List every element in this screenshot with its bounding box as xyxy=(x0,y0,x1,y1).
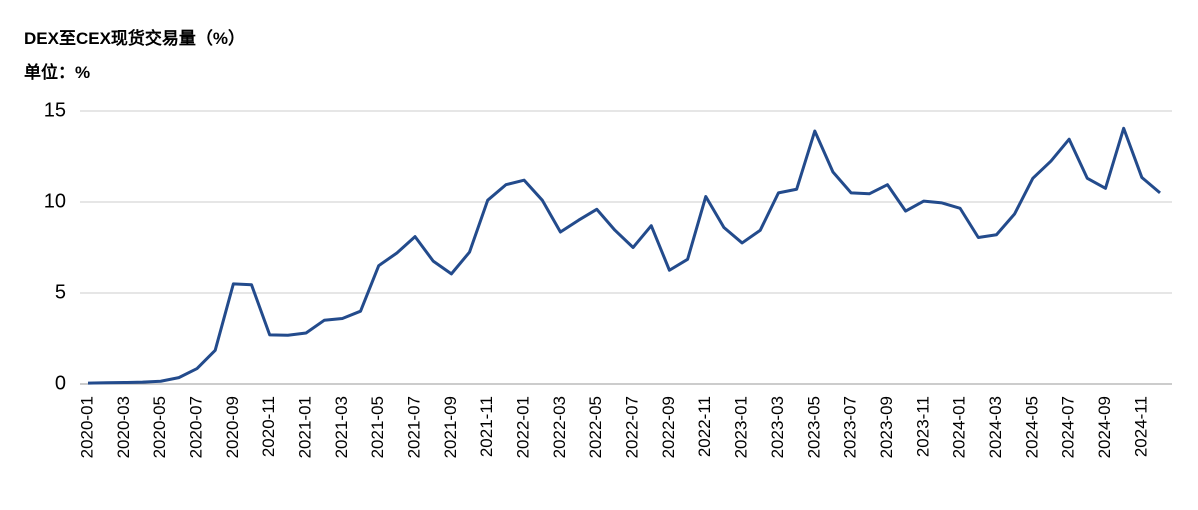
x-tick-label: 2023-05 xyxy=(804,396,823,458)
x-tick-label: 2020-01 xyxy=(77,396,96,458)
chart-title: DEX至CEX现货交易量（%） xyxy=(24,28,245,48)
x-tick-label: 2022-11 xyxy=(695,396,714,457)
line-series xyxy=(87,126,1161,385)
y-tick-label: 5 xyxy=(55,281,66,303)
x-tick-label: 2024-09 xyxy=(1095,396,1114,458)
x-tick-label: 2023-07 xyxy=(841,396,860,458)
x-tick-label: 2024-03 xyxy=(986,396,1005,458)
x-tick-label: 2022-03 xyxy=(550,396,569,458)
x-tick-label: 2024-01 xyxy=(950,396,969,458)
x-tick-label: 2021-11 xyxy=(477,396,496,457)
x-tick-label: 2024-07 xyxy=(1059,396,1078,458)
x-tick-label: 2021-03 xyxy=(332,396,351,458)
x-tick-label: 2020-07 xyxy=(187,396,206,458)
y-tick-label: 0 xyxy=(55,372,66,394)
x-tick-label: 2024-11 xyxy=(1131,396,1150,457)
x-tick-label: 2020-09 xyxy=(223,396,242,458)
x-tick-label: 2021-01 xyxy=(296,396,315,458)
x-tick-label: 2021-09 xyxy=(441,396,460,458)
x-tick-label: 2023-01 xyxy=(732,396,751,458)
x-tick-label: 2022-01 xyxy=(514,396,533,458)
x-tick-label: 2023-03 xyxy=(768,396,787,458)
x-tick-label: 2021-05 xyxy=(368,396,387,458)
x-tick-label: 2020-11 xyxy=(259,396,278,457)
x-tick-label: 2022-05 xyxy=(586,396,605,458)
x-tick-label: 2022-07 xyxy=(623,396,642,458)
x-tick-label: 2020-03 xyxy=(114,396,133,458)
x-tick-label: 2023-11 xyxy=(913,396,932,457)
chart-subtitle: 单位：% xyxy=(24,62,90,82)
y-tick-label: 15 xyxy=(44,99,66,121)
x-tick-label: 2021-07 xyxy=(405,396,424,458)
x-tick-label: 2022-09 xyxy=(659,396,678,458)
x-tick-label: 2024-05 xyxy=(1022,396,1041,458)
y-tick-label: 10 xyxy=(44,190,66,212)
x-tick-label: 2020-05 xyxy=(150,396,169,458)
x-tick-label: 2023-09 xyxy=(877,396,896,458)
